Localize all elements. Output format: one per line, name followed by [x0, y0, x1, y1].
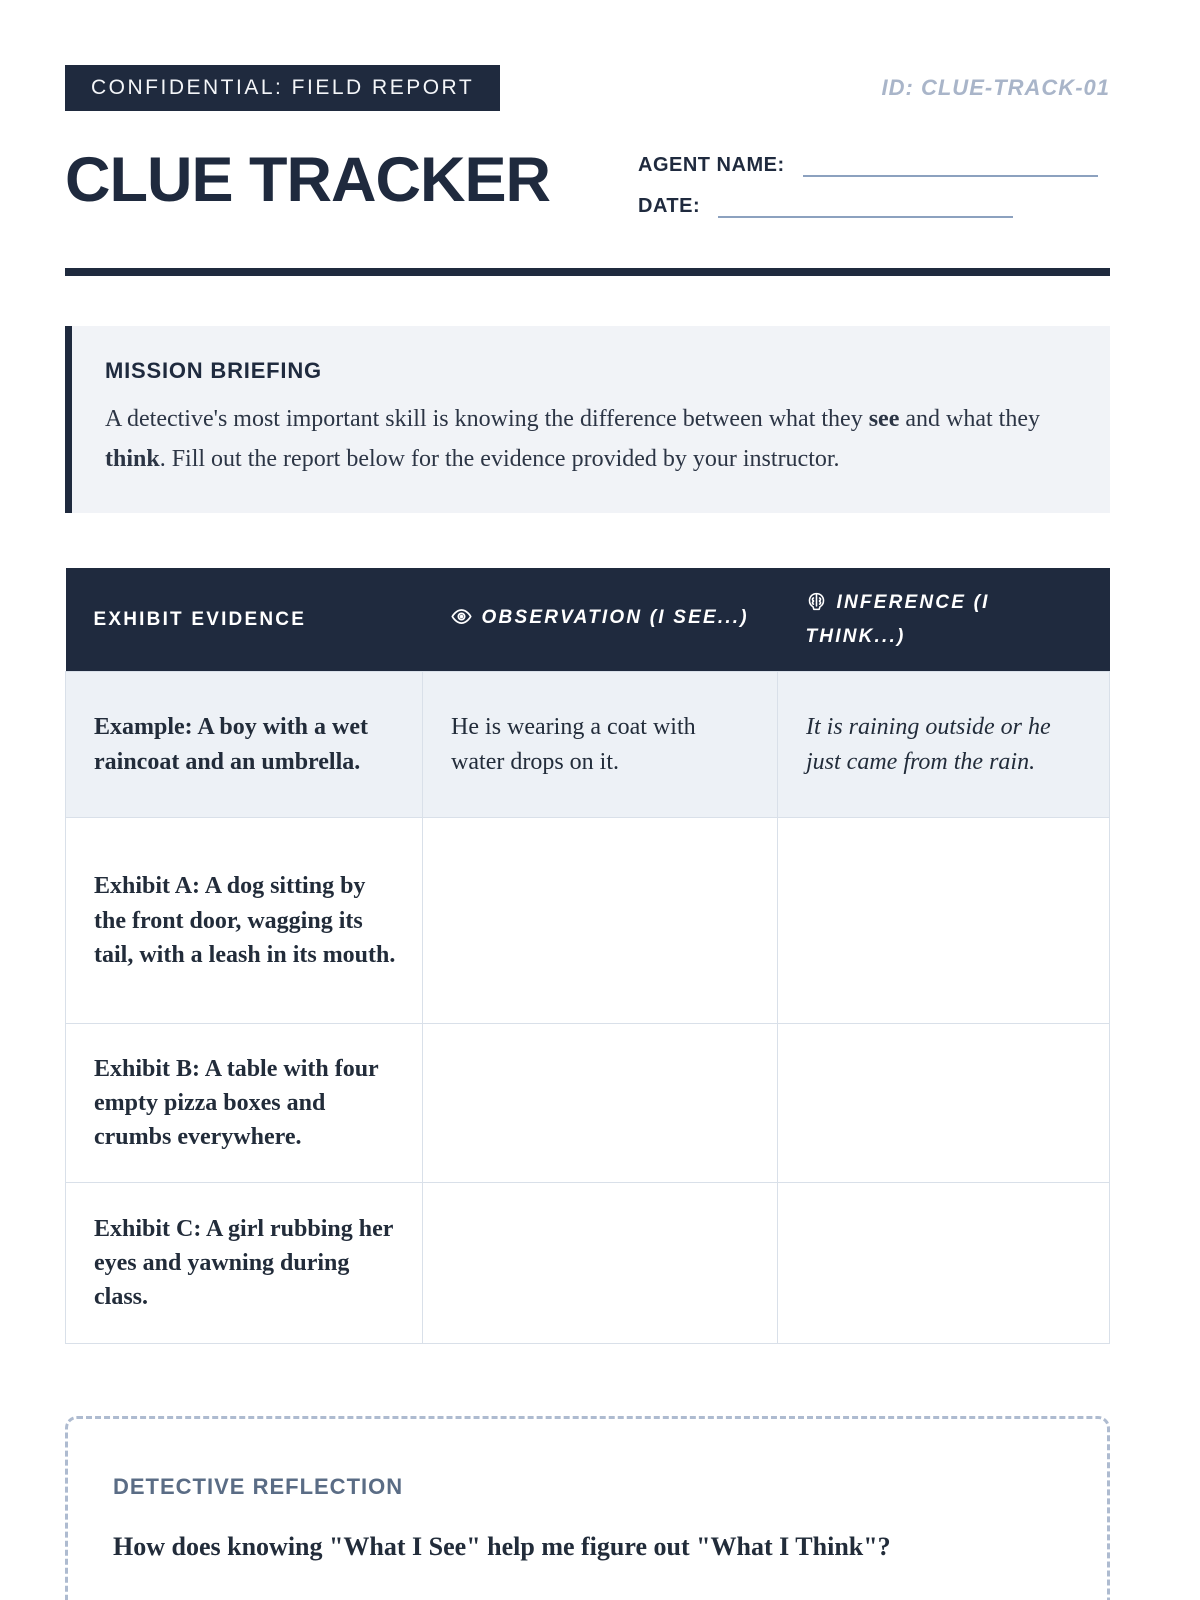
- document-id: ID: CLUE-TRACK-01: [881, 75, 1110, 100]
- exhibit-c-inference-input[interactable]: [777, 1182, 1110, 1345]
- agent-name-row: AGENT NAME:: [638, 153, 1110, 177]
- exhibit-c-observation-input[interactable]: [422, 1182, 778, 1345]
- brain-icon: [806, 591, 827, 621]
- detective-reflection-panel: DETECTIVE REFLECTION How does knowing "W…: [65, 1416, 1110, 1600]
- mission-briefing-panel: MISSION BRIEFING A detective's most impo…: [65, 326, 1110, 514]
- exhibit-c-evidence-cell: Exhibit C: A girl rubbing her eyes and y…: [64, 1182, 424, 1345]
- header-divider: [65, 268, 1110, 276]
- agent-fields: AGENT NAME: DATE:: [638, 149, 1110, 235]
- detective-reflection-heading: DETECTIVE REFLECTION: [113, 1474, 404, 1500]
- agent-name-label: AGENT NAME:: [638, 154, 785, 176]
- column-header-exhibit-evidence: EXHIBIT EVIDENCE: [65, 568, 423, 672]
- agent-name-input[interactable]: [802, 153, 1098, 177]
- date-row: DATE:: [638, 194, 1110, 218]
- exhibit-b-observation-input[interactable]: [422, 1023, 778, 1184]
- reflection-question: How does knowing "What I See" help me fi…: [113, 1532, 891, 1562]
- column-header-observation: OBSERVATION (I SEE...): [422, 568, 778, 672]
- mission-briefing-text: A detective's most important skill is kn…: [105, 406, 1040, 472]
- example-evidence-cell: Example: A boy with a wet raincoat and a…: [64, 671, 424, 819]
- date-label: DATE:: [638, 195, 701, 217]
- table-row-exhibit-b: Exhibit B: A table with four empty pizza…: [64, 1023, 1110, 1184]
- exhibit-a-inference-input[interactable]: [777, 817, 1110, 1025]
- page-title: CLUE TRACKER: [65, 145, 551, 215]
- title-row: CLUE TRACKER AGENT NAME: DATE:: [65, 149, 1110, 235]
- table-row-exhibit-a: Exhibit A: A dog sitting by the front do…: [64, 817, 1110, 1025]
- exhibit-b-evidence-cell: Exhibit B: A table with four empty pizza…: [64, 1023, 424, 1184]
- evidence-table: EXHIBIT EVIDENCE OBSERVATION (I SEE...) …: [64, 568, 1110, 1345]
- confidential-badge: CONFIDENTIAL: FIELD REPORT: [65, 65, 501, 111]
- table-row-exhibit-c: Exhibit C: A girl rubbing her eyes and y…: [64, 1182, 1110, 1345]
- exhibit-b-inference-input[interactable]: [777, 1023, 1110, 1184]
- mission-briefing-heading: MISSION BRIEFING: [105, 358, 322, 383]
- document-header: CONFIDENTIAL: FIELD REPORT ID: CLUE-TRAC…: [65, 65, 1110, 111]
- exhibit-a-observation-input[interactable]: [422, 817, 778, 1025]
- date-input[interactable]: [718, 194, 1014, 218]
- example-observation-cell: He is wearing a coat with water drops on…: [422, 671, 778, 819]
- table-header-row: EXHIBIT EVIDENCE OBSERVATION (I SEE...) …: [65, 568, 1110, 672]
- column-header-inference: INFERENCE (I THINK...): [777, 568, 1110, 672]
- table-row-example: Example: A boy with a wet raincoat and a…: [64, 671, 1110, 819]
- example-inference-cell: It is raining outside or he just came fr…: [777, 671, 1110, 819]
- eye-icon: [450, 606, 472, 636]
- exhibit-a-evidence-cell: Exhibit A: A dog sitting by the front do…: [64, 817, 424, 1025]
